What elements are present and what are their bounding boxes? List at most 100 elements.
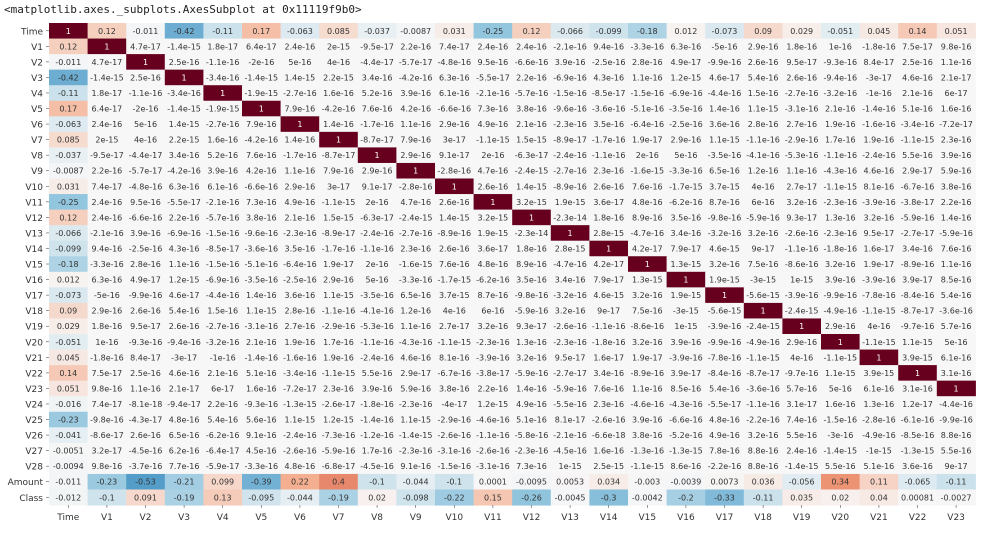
heatmap-cell bbox=[242, 225, 282, 242]
cell-value-label: -0.23 bbox=[58, 416, 79, 425]
cell-value-label: -1.9e-15 bbox=[206, 105, 240, 114]
cell-value-label: -6.3e-17 bbox=[360, 213, 394, 222]
cell-value-label: 2.8e-15 bbox=[555, 244, 586, 253]
heatmap-cell bbox=[435, 365, 475, 382]
heatmap-cell bbox=[589, 54, 629, 71]
cell-value-label: -1.1e-15 bbox=[322, 198, 356, 207]
cell-value-label: 5.9e-16 bbox=[941, 167, 972, 176]
cell-value-label: -4.9e-16 bbox=[823, 307, 857, 316]
cell-value-label: -0.044 bbox=[403, 478, 429, 487]
heatmap-cell bbox=[396, 194, 436, 211]
heatmap-cell bbox=[628, 302, 668, 319]
cell-value-label: -0.23 bbox=[97, 478, 118, 487]
heatmap-cell bbox=[435, 271, 475, 288]
cell-value-label: -2.6e-16 bbox=[437, 431, 471, 440]
heatmap-cell bbox=[473, 23, 513, 40]
heatmap-cell bbox=[396, 69, 436, 86]
heatmap-cell bbox=[589, 209, 629, 226]
cell-value-label: 6.1e-16 bbox=[439, 89, 470, 98]
cell-value-label: -0.33 bbox=[714, 493, 735, 502]
cell-value-label: 1.8e-16 bbox=[516, 244, 547, 253]
cell-value-label: -0.0095 bbox=[516, 478, 547, 487]
heatmap-cell bbox=[821, 225, 861, 242]
heatmap-cell bbox=[782, 147, 822, 164]
heatmap-cell bbox=[859, 194, 899, 211]
x-tick-label: V1 bbox=[101, 513, 113, 523]
heatmap-cell bbox=[550, 147, 590, 164]
heatmap-cell bbox=[357, 131, 397, 148]
heatmap-cell bbox=[242, 302, 282, 319]
cell-value-label: -0.065 bbox=[905, 478, 931, 487]
heatmap-cell bbox=[435, 131, 475, 148]
heatmap-cell bbox=[126, 318, 166, 335]
heatmap-cell bbox=[743, 225, 783, 242]
heatmap-cell bbox=[589, 287, 629, 304]
cell-value-label: -0.19 bbox=[328, 493, 349, 502]
heatmap-cell bbox=[49, 178, 89, 195]
heatmap-cell bbox=[164, 54, 204, 71]
heatmap-cell bbox=[589, 225, 629, 242]
heatmap-cell bbox=[859, 380, 899, 397]
cell-value-label: 0.0001 bbox=[479, 478, 507, 487]
x-tick-label: V20 bbox=[831, 513, 849, 523]
cell-value-label: -9.5e-17 bbox=[360, 42, 394, 51]
heatmap-cell bbox=[242, 85, 282, 102]
cell-value-label: -8.5e-17 bbox=[592, 89, 626, 98]
cell-value-label: 3.4e-16 bbox=[902, 244, 933, 253]
x-tick-label: V9 bbox=[410, 513, 422, 523]
heatmap-cell bbox=[859, 162, 899, 179]
cell-value-label: 1.6e-16 bbox=[825, 400, 856, 409]
heatmap-cell bbox=[396, 318, 436, 335]
cell-value-label: 2.9e-16 bbox=[400, 151, 431, 160]
cell-value-label: 9.1e-16 bbox=[400, 462, 431, 471]
heatmap-cell bbox=[126, 85, 166, 102]
cell-value-label: -6.4e-16 bbox=[630, 120, 664, 129]
cell-value-label: -0.0042 bbox=[632, 493, 663, 502]
heatmap-cell bbox=[357, 54, 397, 71]
cell-value-label: -1.3e-15 bbox=[283, 400, 317, 409]
heatmap-cell bbox=[898, 69, 938, 86]
cell-value-label: 3.9e-16 bbox=[207, 167, 238, 176]
heatmap-cell bbox=[357, 334, 397, 351]
cell-value-label: -1.1e-16 bbox=[746, 400, 780, 409]
cell-value-label: -5.9e-16 bbox=[746, 213, 780, 222]
heatmap-cell bbox=[705, 318, 745, 335]
cell-value-label: 5e-16 bbox=[366, 276, 389, 285]
y-tick-label: V2 bbox=[31, 58, 43, 68]
cell-value-label: -1.4e-15 bbox=[90, 73, 124, 82]
heatmap-cell bbox=[280, 334, 320, 351]
cell-value-label: 0.12 bbox=[59, 213, 77, 222]
cell-value-label: 2.7e-16 bbox=[285, 322, 316, 331]
cell-value-label: -1.1e-15 bbox=[476, 136, 510, 145]
cell-value-label: -1.3e-16 bbox=[630, 447, 664, 456]
cell-value-label: -3.3e-16 bbox=[90, 260, 124, 269]
cell-value-label: -3.9e-16 bbox=[862, 276, 896, 285]
heatmap-cell bbox=[936, 287, 976, 304]
heatmap-cell bbox=[821, 318, 861, 335]
heatmap-cell bbox=[628, 178, 668, 195]
cell-value-label: 4.8e-16 bbox=[709, 416, 740, 425]
cell-value-label: -5e-16 bbox=[712, 42, 738, 51]
cell-value-label: -2.4e-16 bbox=[553, 151, 587, 160]
cell-value-label: 4.9e-16 bbox=[478, 120, 509, 129]
cell-value-label: -5.9e-16 bbox=[901, 213, 935, 222]
cell-value-label: -7.8e-16 bbox=[708, 353, 742, 362]
heatmap-cell bbox=[898, 225, 938, 242]
cell-value-label: -1.8e-16 bbox=[862, 42, 896, 51]
cell-value-label: -0.044 bbox=[287, 493, 313, 502]
y-tick-label: V27 bbox=[25, 447, 43, 457]
heatmap-cell bbox=[87, 334, 127, 351]
cell-value-label: 2.3e-16 bbox=[593, 167, 624, 176]
heatmap-cell bbox=[782, 69, 822, 86]
heatmap-cell bbox=[87, 271, 127, 288]
cell-value-label: 0.045 bbox=[57, 353, 80, 362]
heatmap-cell bbox=[203, 54, 243, 71]
heatmap-cell bbox=[589, 349, 629, 366]
cell-value-label: 0.031 bbox=[443, 27, 466, 36]
heatmap-cell bbox=[550, 23, 590, 40]
cell-value-label: -0.073 bbox=[55, 291, 81, 300]
heatmap-cell bbox=[203, 287, 243, 304]
heatmap-cell bbox=[242, 256, 282, 273]
x-tick-label: V12 bbox=[523, 513, 541, 523]
cell-value-label: -6.2e-16 bbox=[669, 198, 703, 207]
